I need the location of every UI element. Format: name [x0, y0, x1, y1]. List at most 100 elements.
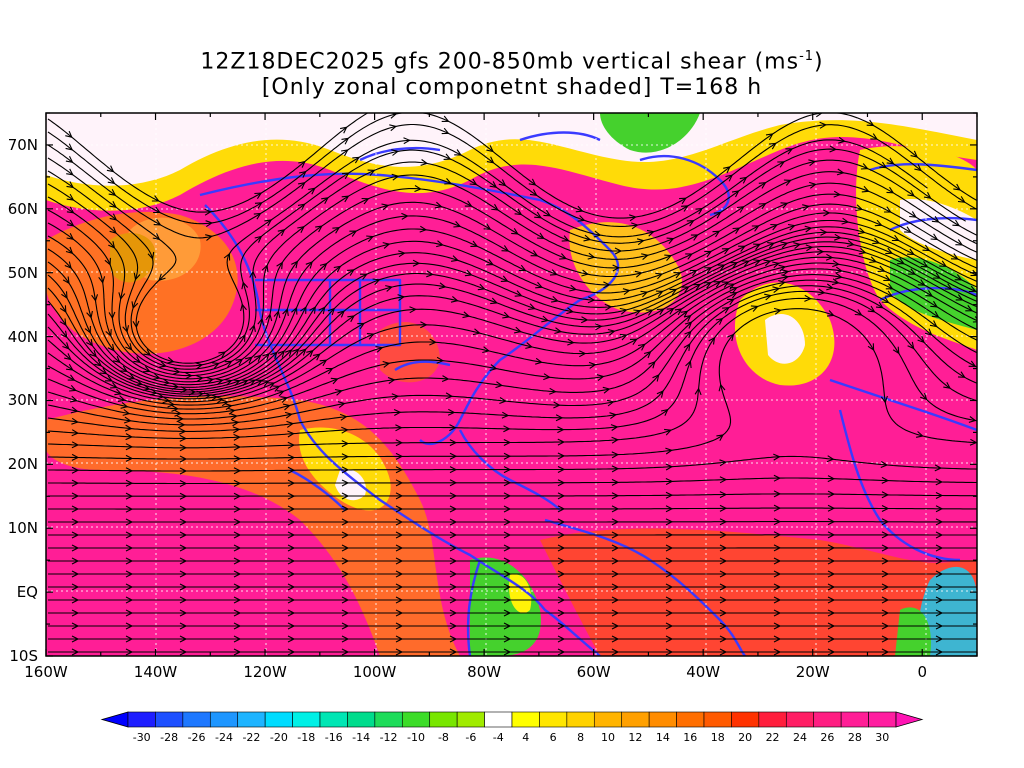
- streamline-arrowhead: [719, 557, 728, 565]
- streamline-arrowhead: [611, 596, 620, 604]
- streamline-arrowhead: [499, 397, 507, 405]
- streamline-arrowhead: [99, 367, 108, 375]
- streamline-arrowhead: [914, 164, 922, 172]
- streamline-arrowhead: [125, 570, 134, 578]
- colorbar-swatch: [648, 711, 677, 728]
- streamline-arrowhead: [280, 396, 289, 403]
- streamline-arrowhead: [120, 365, 128, 373]
- streamline-arrowhead: [944, 283, 953, 290]
- streamline-arrowhead: [665, 635, 674, 643]
- streamline-arrowhead: [534, 211, 542, 219]
- streamline-arrowhead: [454, 149, 462, 156]
- streamline-arrowhead: [224, 379, 233, 386]
- streamline-arrowhead: [920, 260, 929, 268]
- streamline-arrowhead: [768, 142, 777, 150]
- streamline-arrowhead: [805, 244, 814, 252]
- streamline-arrowhead: [680, 310, 689, 318]
- streamline-arrowhead: [587, 252, 596, 260]
- streamline-arrowhead: [125, 648, 134, 656]
- streamline-arrowhead: [490, 297, 499, 305]
- streamline-arrowhead: [341, 479, 350, 487]
- streamline-arrowhead: [395, 505, 404, 513]
- streamline-arrowhead: [739, 176, 748, 184]
- streamline-arrowhead: [673, 272, 682, 279]
- streamline-arrowhead: [908, 268, 917, 275]
- colorbar-swatch: [566, 711, 595, 728]
- streamline-arrowhead: [298, 181, 306, 189]
- streamline-arrowhead: [318, 306, 326, 315]
- streamline-arrowhead: [773, 596, 782, 604]
- colorbar-label: 20: [738, 731, 753, 744]
- streamline-arrowhead: [341, 137, 350, 145]
- streamline-arrowhead: [449, 424, 457, 432]
- streamline-arrowhead: [881, 635, 890, 643]
- streamline-arrowhead: [690, 234, 699, 241]
- streamline-arrowhead: [772, 286, 781, 294]
- streamline-arrowhead: [107, 177, 116, 185]
- colorbar-label: -18: [297, 731, 316, 744]
- streamline-arrowhead: [819, 121, 828, 129]
- streamline-arrowhead: [391, 149, 400, 156]
- streamline-arrowhead: [881, 609, 890, 617]
- streamline-arrowhead: [398, 250, 406, 258]
- streamline-arrowhead: [341, 557, 350, 565]
- streamline-arrowhead: [71, 441, 80, 449]
- streamline-arrowhead: [179, 622, 188, 630]
- streamline-arrowhead: [248, 379, 256, 386]
- colorbar-swatch: [429, 711, 458, 728]
- longitude-label: 60W: [576, 663, 611, 681]
- streamline-arrowhead: [834, 233, 842, 241]
- streamline-arrowhead: [503, 479, 512, 487]
- streamline-arrowhead: [935, 518, 944, 526]
- streamline-arrowhead: [104, 257, 111, 266]
- streamline-arrowhead: [665, 463, 674, 471]
- colorbar-swatch: [374, 711, 403, 728]
- streamline-arrowhead: [389, 124, 398, 132]
- streamline-arrowhead: [611, 518, 620, 526]
- streamline-arrowhead: [557, 609, 566, 617]
- streamline-arrowhead: [179, 492, 188, 500]
- streamline-arrowhead: [498, 179, 507, 187]
- streamline-arrowhead: [827, 635, 836, 643]
- streamline-arrowhead: [773, 635, 782, 643]
- streamline-arrowhead: [420, 159, 429, 166]
- streamline-arrowhead: [719, 504, 728, 512]
- streamline-arrowhead: [588, 361, 597, 369]
- streamline-arrowhead: [298, 170, 307, 178]
- streamline-arrowhead: [503, 648, 512, 656]
- streamline-arrowhead: [109, 226, 117, 234]
- streamline-arrowhead: [827, 622, 836, 630]
- streamline-arrowhead: [224, 360, 233, 368]
- streamline-arrowhead: [501, 411, 510, 419]
- streamline-arrowhead: [684, 330, 692, 339]
- streamline-arrowhead: [64, 353, 72, 361]
- streamline-arrowhead: [566, 307, 575, 315]
- colorbar-label: -24: [215, 731, 233, 744]
- colorbar-label: 30: [875, 731, 890, 744]
- streamline-arrowhead: [71, 583, 80, 591]
- streamline-arrowhead: [660, 408, 669, 416]
- streamline-arrowhead: [773, 531, 782, 539]
- streamline-arrowhead: [158, 273, 166, 282]
- streamline-arrowhead: [230, 413, 238, 421]
- longitude-label: 140W: [133, 663, 178, 681]
- streamline-arrowhead: [881, 557, 890, 565]
- streamline-arrowhead: [66, 181, 75, 189]
- streamline-arrowhead: [233, 492, 242, 500]
- streamline-arrowhead: [721, 281, 730, 288]
- streamline-arrowhead: [611, 635, 620, 643]
- streamline: [47, 236, 977, 395]
- streamline-arrowhead: [366, 235, 375, 242]
- streamline-arrowhead: [611, 570, 620, 578]
- streamline-arrowhead: [125, 635, 134, 643]
- colorbar-label: -12: [379, 731, 398, 744]
- streamline-arrowhead: [287, 648, 296, 656]
- streamline-arrowhead: [469, 178, 478, 186]
- colorbar-label: -22: [242, 731, 261, 744]
- colorbar-swatch: [182, 711, 211, 728]
- streamline-arrowhead: [883, 206, 892, 213]
- streamline-arrowhead: [205, 234, 213, 241]
- streamline-arrowhead: [511, 228, 519, 235]
- streamline-arrowhead: [215, 378, 224, 386]
